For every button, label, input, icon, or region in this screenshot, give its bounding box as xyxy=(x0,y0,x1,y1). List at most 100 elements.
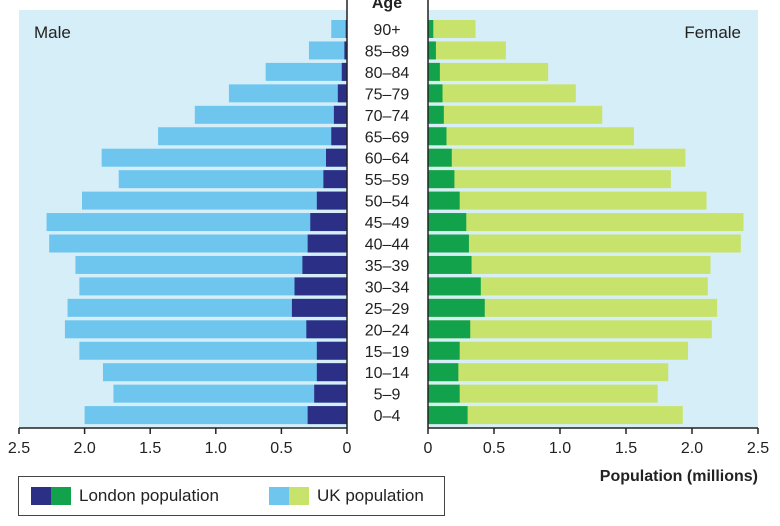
age-category-label: 0–4 xyxy=(374,408,401,425)
age-category-label: 15–19 xyxy=(365,344,410,361)
legend-label-uk: UK population xyxy=(317,486,424,505)
female-london-bar xyxy=(428,41,436,60)
male-london-bar xyxy=(331,127,347,146)
female-uk-bar xyxy=(428,20,476,38)
female-london-bar xyxy=(428,84,443,103)
male-uk-bar xyxy=(75,255,347,274)
age-category-label: 20–24 xyxy=(365,322,410,339)
female-uk-bar xyxy=(428,384,658,403)
male-x-tick-label: 2.5 xyxy=(8,440,30,457)
age-category-label: 55–59 xyxy=(365,172,410,189)
male-london-bar xyxy=(306,320,347,339)
male-uk-bar xyxy=(102,363,347,382)
male-london-bar xyxy=(314,384,347,403)
female-x-tick-label: 1.0 xyxy=(549,440,571,457)
male-uk-bar xyxy=(158,127,347,146)
age-category-label: 80–84 xyxy=(365,65,410,82)
age-category-label: 50–54 xyxy=(365,194,410,211)
age-category-label: 75–79 xyxy=(365,86,410,103)
male-uk-bar xyxy=(79,341,348,360)
male-london-bar xyxy=(316,191,347,210)
legend-swatch-uk-male xyxy=(269,487,289,505)
age-category-label: 60–64 xyxy=(365,151,410,168)
legend: London population UK population xyxy=(18,476,445,516)
female-uk-bar xyxy=(428,255,711,274)
age-category-label: 35–39 xyxy=(365,258,410,275)
male-london-bar xyxy=(316,363,347,382)
age-category-label: 40–44 xyxy=(365,237,410,254)
male-uk-bar xyxy=(194,105,347,124)
female-london-bar xyxy=(428,341,460,360)
female-london-bar xyxy=(428,170,455,189)
male-uk-bar xyxy=(118,170,347,189)
female-london-bar xyxy=(428,406,468,425)
male-uk-bar xyxy=(49,234,348,253)
female-uk-bar xyxy=(428,148,686,167)
male-x-tick-label: 2.0 xyxy=(73,440,95,457)
age-axis-label: Age xyxy=(372,0,402,12)
male-uk-bar xyxy=(265,62,347,81)
age-category-label: 65–69 xyxy=(365,129,410,146)
female-uk-bar xyxy=(428,213,744,232)
male-x-tick-label: 0.5 xyxy=(270,440,292,457)
male-london-bar xyxy=(337,84,347,103)
male-uk-bar xyxy=(331,20,347,38)
female-label: Female xyxy=(684,23,741,42)
female-uk-bar xyxy=(428,341,689,360)
female-uk-bar xyxy=(428,62,549,81)
female-x-tick-label: 1.5 xyxy=(615,440,637,457)
female-london-bar xyxy=(428,62,440,81)
age-category-label: 70–74 xyxy=(365,108,410,125)
female-london-bar xyxy=(428,277,481,296)
male-uk-bar xyxy=(46,213,347,232)
age-category-label: 10–14 xyxy=(365,365,410,382)
male-london-bar xyxy=(341,62,347,81)
female-london-bar xyxy=(428,127,447,146)
female-london-bar xyxy=(428,234,469,253)
male-london-bar xyxy=(310,213,347,232)
male-london-bar xyxy=(326,148,347,167)
male-uk-bar xyxy=(84,406,347,425)
female-london-bar xyxy=(428,255,472,274)
age-category-label: 85–89 xyxy=(365,43,410,60)
female-uk-bar xyxy=(428,320,712,339)
female-uk-bar xyxy=(428,191,707,210)
male-london-bar xyxy=(294,277,347,296)
female-uk-bar xyxy=(428,127,634,146)
female-uk-bar xyxy=(428,277,708,296)
female-london-bar xyxy=(428,363,459,382)
male-london-bar xyxy=(333,105,347,124)
male-uk-bar xyxy=(64,320,348,339)
female-london-bar xyxy=(428,320,471,339)
female-x-tick-label: 2.0 xyxy=(681,440,703,457)
male-uk-bar xyxy=(101,148,347,167)
male-uk-bar xyxy=(113,384,348,403)
male-london-bar xyxy=(316,341,347,360)
x-axis-title: Population (millions) xyxy=(600,468,758,485)
age-category-label: 90+ xyxy=(373,22,400,39)
female-uk-bar xyxy=(428,84,576,103)
male-london-bar xyxy=(307,234,347,253)
male-uk-bar xyxy=(79,277,348,296)
male-x-tick-label: 1.5 xyxy=(139,440,161,457)
male-x-tick-label: 0 xyxy=(343,440,352,457)
female-uk-bar xyxy=(428,406,683,425)
male-london-bar xyxy=(344,41,347,60)
male-london-bar xyxy=(291,298,347,317)
legend-label-london: London population xyxy=(79,486,219,505)
age-category-label: 25–29 xyxy=(365,301,410,318)
legend-swatch-london-female xyxy=(51,487,71,505)
female-uk-bar xyxy=(428,105,603,124)
female-london-bar xyxy=(428,384,460,403)
female-london-bar xyxy=(428,191,460,210)
male-london-bar xyxy=(307,406,347,425)
male-london-bar xyxy=(302,255,347,274)
male-x-tick-label: 1.0 xyxy=(205,440,227,457)
male-uk-bar xyxy=(308,41,347,60)
female-x-tick-label: 0 xyxy=(424,440,433,457)
male-uk-bar xyxy=(228,84,347,103)
male-label: Male xyxy=(34,23,71,42)
female-x-tick-label: 0.5 xyxy=(483,440,505,457)
legend-swatch-london-male xyxy=(31,487,51,505)
